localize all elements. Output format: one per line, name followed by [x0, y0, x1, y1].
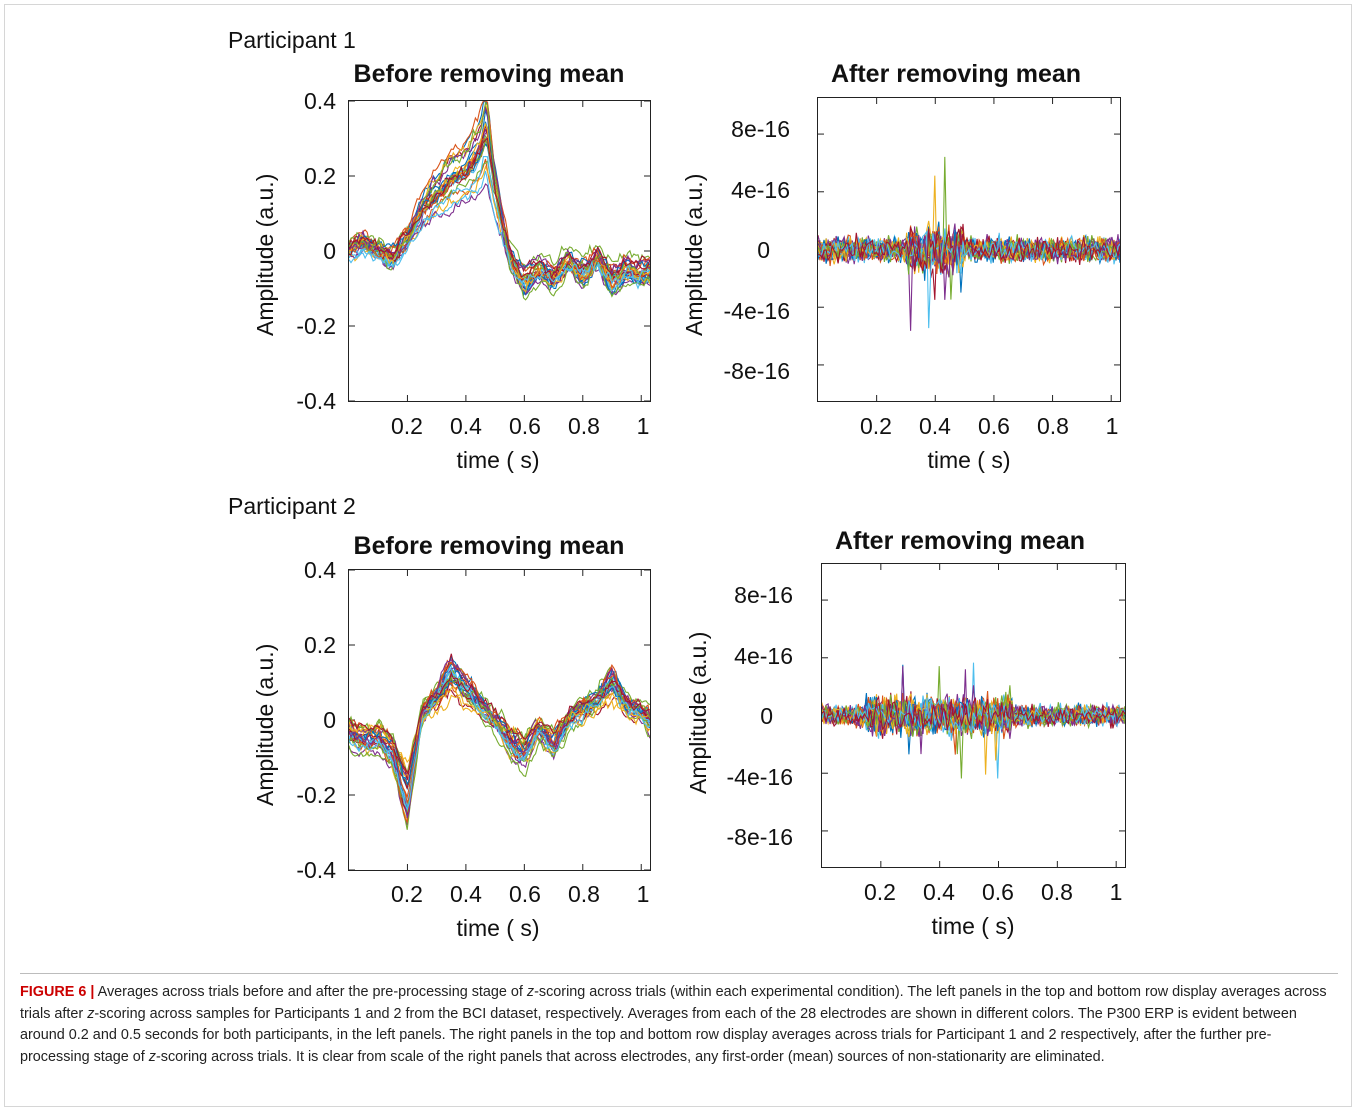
x-tick-label: 1: [636, 881, 650, 907]
electrode-trace: [818, 230, 1120, 329]
y-tick-label: 8e-16: [731, 116, 790, 142]
chart-title: After removing mean: [830, 60, 1082, 88]
caption-italic-z: z: [148, 1048, 156, 1065]
y-tick-label: 0.4: [304, 557, 336, 583]
x-tick-label: 0.4: [919, 413, 951, 439]
traces-svg: [349, 570, 650, 870]
x-tick-label: 0.4: [450, 881, 482, 907]
y-tick-label: -4e-16: [726, 764, 793, 790]
participant-1-label: Participant 1: [228, 27, 356, 53]
caption-text: -scoring across trials. It is clear from…: [156, 1048, 1105, 1065]
electrode-trace: [822, 693, 1125, 779]
caption-text: -scoring across trials (within each expe…: [20, 984, 1327, 1022]
electrode-trace: [822, 697, 1125, 740]
caption-text: -scoring across samples for Participants…: [20, 1005, 1297, 1065]
x-tick-label: 0.8: [1037, 413, 1069, 439]
x-tick-label: 0.6: [509, 413, 541, 439]
caption-italic-z: z: [87, 1005, 95, 1022]
x-tick-label: 1: [636, 413, 650, 439]
electrode-trace: [349, 138, 650, 281]
plot-area: [817, 97, 1121, 402]
traces-svg: [349, 101, 650, 401]
figure-frame: [4, 4, 1352, 1107]
traces-svg: [818, 98, 1120, 401]
electrode-trace: [818, 234, 1120, 275]
x-axis-label: time ( s): [931, 913, 1015, 939]
y-tick-label: -8e-16: [723, 358, 790, 384]
caption-text: Averages across trials before and after …: [94, 984, 527, 1000]
electrode-trace: [818, 156, 1120, 300]
plot-area: [348, 569, 651, 871]
y-tick-label: 0.2: [304, 632, 336, 658]
electrode-trace: [349, 676, 650, 775]
electrode-trace: [822, 666, 1125, 755]
x-tick-label: 0.2: [391, 881, 423, 907]
chart-title: Before removing mean: [353, 532, 625, 560]
electrode-trace: [349, 183, 650, 277]
y-tick-label: -0.4: [296, 388, 336, 414]
y-tick-label: -4e-16: [723, 298, 790, 324]
electrode-trace: [818, 228, 1120, 273]
electrode-trace: [818, 234, 1120, 275]
electrode-trace: [349, 671, 650, 775]
y-tick-label: -0.2: [296, 313, 336, 339]
x-tick-label: 0.8: [1041, 879, 1073, 905]
chart-title: After removing mean: [834, 527, 1086, 555]
y-tick-label: 0: [323, 707, 336, 733]
y-tick-label: 8e-16: [734, 582, 793, 608]
chart-title: Before removing mean: [353, 60, 625, 88]
figure-label: FIGURE 6: [20, 984, 87, 1000]
x-axis-label: time ( s): [456, 915, 540, 941]
electrode-trace: [349, 170, 650, 286]
caption-italic-z: z: [526, 984, 535, 1000]
x-axis-label: time ( s): [927, 447, 1011, 473]
plot-area: [821, 563, 1126, 868]
electrode-trace: [349, 672, 650, 811]
y-tick-label: 0: [323, 238, 336, 264]
electrode-trace: [818, 225, 1120, 300]
x-tick-label: 0.6: [509, 881, 541, 907]
x-tick-label: 0.8: [568, 881, 600, 907]
y-tick-label: 0.4: [304, 88, 336, 114]
electrode-trace: [822, 695, 1125, 731]
x-tick-label: 0.8: [568, 413, 600, 439]
x-tick-label: 0.6: [978, 413, 1010, 439]
y-tick-label: -8e-16: [726, 824, 793, 850]
y-tick-label: 0: [760, 703, 773, 729]
x-tick-label: 1: [1105, 413, 1119, 439]
electrode-trace: [349, 658, 650, 819]
electrode-trace: [349, 662, 650, 789]
y-tick-label: 0.2: [304, 163, 336, 189]
x-tick-label: 0.2: [860, 413, 892, 439]
electrode-trace: [349, 137, 650, 280]
y-tick-label: -0.2: [296, 782, 336, 808]
x-tick-label: 0.6: [982, 879, 1014, 905]
x-tick-label: 1: [1109, 879, 1123, 905]
figure-caption: FIGURE 6 | Averages across trials before…: [20, 982, 1340, 1068]
y-tick-label: -0.4: [296, 857, 336, 883]
plot-area: [348, 100, 651, 402]
y-tick-label: 4e-16: [734, 643, 793, 669]
x-tick-label: 0.2: [391, 413, 423, 439]
caption-separator: |: [90, 984, 95, 1000]
x-tick-label: 0.2: [864, 879, 896, 905]
x-tick-label: 0.4: [923, 879, 955, 905]
y-tick-label: 0: [757, 237, 770, 263]
caption-divider: [20, 973, 1338, 974]
x-axis-label: time ( s): [456, 447, 540, 473]
participant-2-label: Participant 2: [228, 493, 356, 519]
traces-svg: [822, 564, 1125, 867]
x-tick-label: 0.4: [450, 413, 482, 439]
y-tick-label: 4e-16: [731, 177, 790, 203]
